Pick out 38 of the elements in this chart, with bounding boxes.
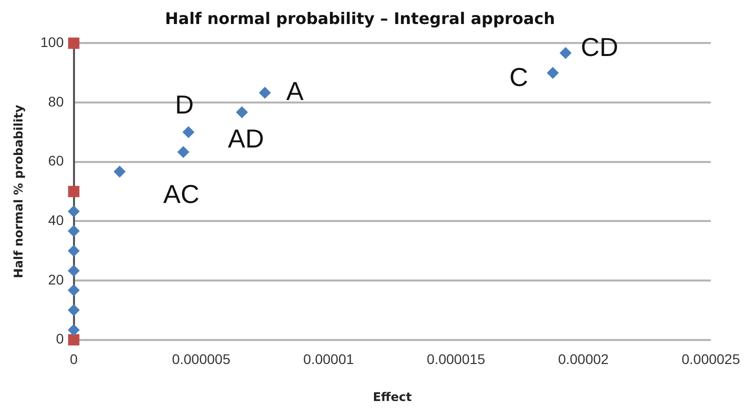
point	[546, 66, 559, 79]
y-tick-label: 80	[48, 93, 64, 110]
y-tick-label: 20	[48, 271, 64, 288]
x-axis-title: Effect	[372, 390, 412, 404]
point	[68, 205, 80, 218]
annotation: C	[509, 62, 528, 92]
point	[68, 38, 80, 49]
y-axis-title: Half normal % probability	[11, 104, 26, 278]
y-tick-label: 40	[48, 212, 64, 228]
point	[560, 46, 572, 59]
point	[68, 304, 80, 316]
x-tick-label: 0	[70, 351, 78, 368]
point	[68, 224, 80, 237]
point	[177, 146, 190, 158]
annotation: AD	[228, 123, 264, 154]
x-tick-label: 0.00001	[303, 351, 354, 368]
x-tick-label: 0.000005	[172, 351, 231, 368]
x-tick-label: 0.00002	[558, 351, 609, 368]
point	[182, 126, 194, 138]
annotation: CD	[580, 32, 618, 62]
y-tick-label: 0	[56, 330, 64, 347]
point	[68, 186, 80, 198]
x-tick-label: 0.000015	[426, 351, 486, 368]
point	[68, 334, 80, 346]
point	[68, 284, 80, 296]
annotation: AC	[163, 179, 200, 210]
point	[114, 166, 126, 178]
point	[68, 324, 80, 336]
x-tick-label: 0.000025	[682, 351, 740, 368]
point	[236, 106, 248, 118]
y-tick-label: 60	[48, 152, 64, 169]
annotation: D	[175, 89, 194, 120]
point	[258, 86, 271, 99]
annotation: A	[286, 76, 304, 106]
y-tick-label: 100	[40, 34, 64, 50]
point	[68, 244, 80, 257]
point	[68, 264, 80, 277]
chart-title: Half normal probability – Integral approach	[164, 8, 556, 28]
